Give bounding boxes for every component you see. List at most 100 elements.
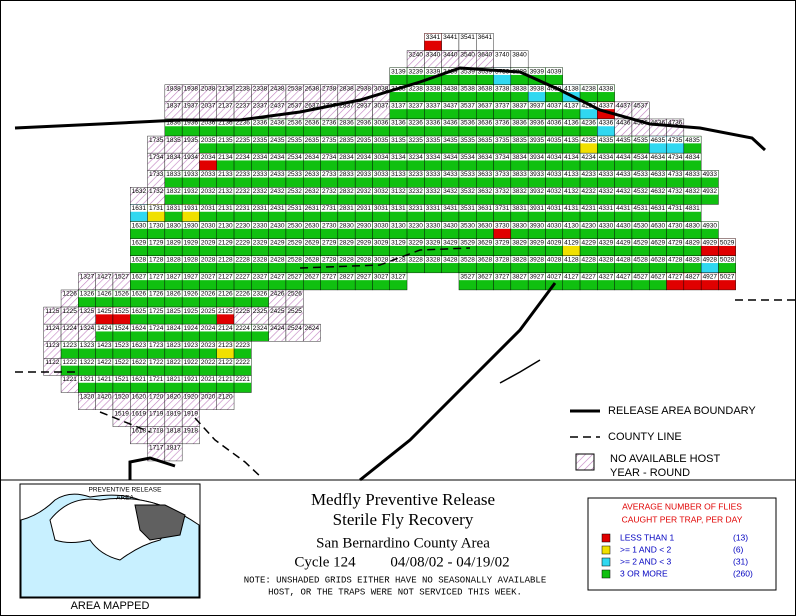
cell-label-bg [147, 341, 165, 349]
cell-label-bg [130, 204, 148, 212]
cell-label-bg [563, 221, 580, 229]
cell-label: 1931 [184, 205, 199, 212]
cell-label: 4337 [599, 103, 614, 110]
cell-label-bg [459, 119, 476, 127]
cell-label-bg [113, 375, 130, 383]
cell-label: 3534 [460, 154, 475, 161]
cell-label-bg [320, 256, 338, 264]
cell-label: 2633 [305, 171, 320, 178]
cell-label: 3233 [408, 171, 423, 178]
cell-label: 4732 [668, 188, 683, 195]
cell-label-bg [390, 204, 407, 212]
cell-label-bg [441, 187, 459, 195]
cell-label: 1924 [184, 325, 199, 332]
cell-label: 3027 [374, 274, 389, 281]
cell-label-bg [199, 170, 217, 178]
cell-label-bg [701, 273, 719, 281]
cell-label: 2122 [218, 359, 233, 366]
cell-label-bg [286, 153, 303, 161]
cell-label-bg [130, 290, 148, 298]
cell-label-bg [528, 119, 546, 127]
cell-label-bg [234, 238, 252, 246]
cell-label: 4835 [685, 137, 700, 144]
cell-label-bg [130, 256, 148, 264]
cell-label-bg [441, 170, 459, 178]
cell-label-bg [511, 187, 528, 195]
cell-label: 4933 [703, 171, 718, 178]
cell-label: 2326 [253, 291, 268, 298]
cell-label: 2029 [201, 239, 216, 246]
cell-label-bg [597, 153, 615, 161]
cell-label-bg [165, 273, 182, 281]
cell-label: 4028 [547, 256, 562, 263]
cell-label-bg [407, 256, 425, 264]
cell-label-bg [666, 273, 684, 281]
cell-label-bg [649, 238, 667, 246]
cell-label: 1937 [184, 103, 199, 110]
cell-label: 1321 [80, 376, 95, 383]
cell-label: 4035 [547, 137, 562, 144]
cell-label: 2223 [235, 342, 250, 349]
cell-label: 3632 [478, 188, 493, 195]
cell-label-bg [182, 307, 200, 315]
cell-label: 2529 [287, 239, 302, 246]
cell-label: 4334 [599, 154, 614, 161]
cell-label: 2026 [201, 291, 216, 298]
cell-label: 4431 [616, 205, 631, 212]
cell-label: 1423 [97, 342, 112, 349]
cell-label-bg [441, 256, 459, 264]
cell-label-bg [424, 187, 442, 195]
cell-label: 4130 [564, 222, 579, 229]
cell-label: 3640 [478, 51, 493, 58]
cell-label: 4029 [547, 239, 562, 246]
cell-label-bg [528, 85, 546, 93]
note: HOST, OR THE TRAPS WERE NOT SERVICED THI… [268, 587, 522, 597]
cell-label: 2238 [235, 85, 250, 92]
cell-label-bg [199, 290, 217, 298]
cell-label-bg [61, 341, 79, 349]
cell-label: 4532 [633, 188, 648, 195]
cell-label-bg [130, 307, 148, 315]
cell-label: 2528 [287, 256, 302, 263]
cell-label-bg [182, 170, 200, 178]
cell-label-bg [493, 102, 511, 110]
cell-label: 3539 [460, 68, 475, 75]
cell-label-bg [95, 341, 113, 349]
cell-label: 2627 [305, 274, 320, 281]
cell-label: 2426 [270, 291, 285, 298]
cell-label: 3740 [495, 51, 510, 58]
cell-label: 1921 [184, 376, 199, 383]
cell-label: 2328 [253, 256, 268, 263]
cell-label: 2828 [339, 256, 354, 263]
cell-label-bg [147, 273, 165, 281]
cell-label: 4627 [651, 274, 666, 281]
cell-label-bg [597, 273, 615, 281]
cell-label: 1123 [45, 342, 59, 349]
cell-label: 3128 [391, 256, 406, 263]
cell-label-bg [147, 358, 165, 366]
cell-label-bg [528, 136, 546, 144]
cell-label-bg [165, 238, 182, 246]
cell-label: 2634 [305, 154, 320, 161]
cell-label: 3827 [512, 274, 527, 281]
cell-label-bg [701, 256, 719, 264]
cell-label-bg [234, 341, 252, 349]
cell-label-bg [251, 187, 269, 195]
cell-label-bg [649, 187, 667, 195]
cell-label: 2736 [322, 120, 337, 127]
cell-label: 3335 [426, 137, 441, 144]
cell-label-bg [424, 221, 442, 229]
title: Medfly Preventive Release [311, 490, 495, 509]
cell-label-bg [597, 221, 615, 229]
cell-label: 4630 [651, 222, 666, 229]
cell-label-bg [545, 273, 563, 281]
cell-label: 3641 [478, 34, 493, 41]
cell-label: 1824 [166, 325, 181, 332]
inset-label: PREVENTIVE RELEASE [89, 487, 163, 494]
cell-label: 2933 [357, 171, 372, 178]
cell-label-bg [182, 273, 200, 281]
cell-label: 2938 [357, 85, 372, 92]
cell-label: 1822 [166, 359, 181, 366]
cell-label: 2425 [270, 308, 285, 315]
cell-label-bg [684, 221, 701, 229]
